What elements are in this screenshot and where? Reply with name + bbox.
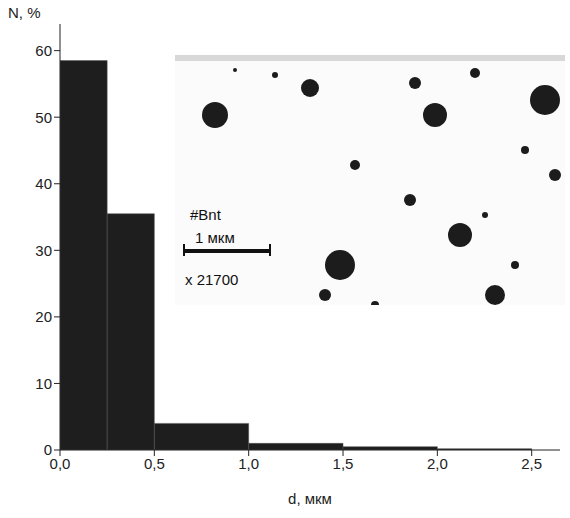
svg-text:0: 0 [44,441,52,458]
svg-text:#Bnt: #Bnt [190,206,222,223]
svg-text:1,0: 1,0 [238,455,259,472]
svg-text:d, мкм: d, мкм [288,490,332,507]
svg-text:2,0: 2,0 [427,455,448,472]
svg-text:1,5: 1,5 [333,455,354,472]
svg-text:0,0: 0,0 [50,455,71,472]
svg-text:10: 10 [35,375,52,392]
svg-text:30: 30 [35,242,52,259]
svg-text:x 21700: x 21700 [185,271,238,288]
svg-text:50: 50 [35,109,52,126]
html-text:N, %: N, % [8,4,41,21]
svg-text:0,5: 0,5 [144,455,165,472]
svg-text:40: 40 [35,175,52,192]
svg-text:60: 60 [35,42,52,59]
svg-text:2,5: 2,5 [521,455,542,472]
svg-text:20: 20 [35,308,52,325]
svg-text:1 мкм: 1 мкм [195,229,235,246]
